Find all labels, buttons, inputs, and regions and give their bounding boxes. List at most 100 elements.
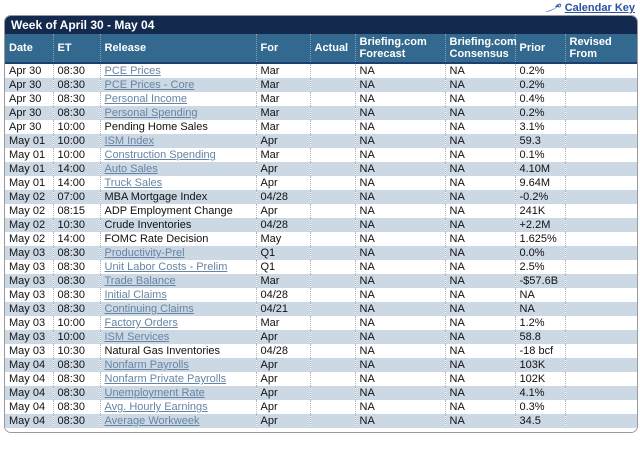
release-link[interactable]: PCE Prices - Core: [104, 79, 195, 91]
cell-date: May 01: [9, 163, 46, 175]
cell-prior: -$57.6B: [514, 274, 565, 288]
cell-prior: 34.5: [514, 414, 565, 428]
cell-consensus: NA: [444, 246, 515, 260]
cell-actual: [309, 92, 355, 106]
cell-release: FOMC Rate Decision: [99, 232, 256, 246]
cell-for: 04/21: [255, 302, 310, 316]
cell-actual: [309, 106, 355, 120]
release-link[interactable]: Initial Claims: [104, 289, 167, 301]
cell-et: 14:00: [52, 176, 100, 190]
cell-et: 10:00: [52, 120, 100, 134]
cell-forecast: NA: [354, 190, 445, 204]
release-link[interactable]: Nonfarm Private Payrolls: [104, 373, 227, 385]
cell-for: Mar: [255, 63, 310, 78]
cell-date: May 03: [9, 247, 46, 259]
cell-release: PCE Prices: [99, 63, 256, 78]
release-link[interactable]: Trade Balance: [104, 275, 176, 287]
cell-release: Truck Sales: [99, 176, 256, 190]
release-link[interactable]: Continuing Claims: [104, 303, 194, 315]
table-row: May 04 08:30 Average Workweek Apr NA NA 34.5: [5, 414, 637, 428]
cell-for: 04/28: [255, 190, 310, 204]
release-link[interactable]: ISM Index: [104, 135, 155, 147]
cell-prior: 0.2%: [514, 106, 565, 120]
cell-actual: [309, 176, 355, 190]
cell-forecast: NA: [354, 63, 445, 78]
cell-date: May 03: [9, 303, 46, 315]
cell-actual: [309, 246, 355, 260]
cell-revised: [564, 232, 637, 246]
cell-release: Productivity-Prel: [99, 246, 256, 260]
calendar-key-link[interactable]: Calendar Key: [544, 2, 635, 14]
table-row: May 04 08:30 Nonfarm Private Payrolls Apr NA…: [5, 372, 637, 386]
cell-date: May 04: [9, 401, 46, 413]
cell-for: Apr: [255, 414, 310, 428]
cell-prior: 0.3%: [514, 400, 565, 414]
release-link[interactable]: Auto Sales: [104, 163, 158, 175]
cell-et: 10:00: [52, 316, 100, 330]
cell-consensus: NA: [444, 232, 515, 246]
release-link[interactable]: ISM Services: [104, 331, 170, 343]
cell-for: Mar: [255, 78, 310, 92]
cell-consensus: NA: [444, 302, 515, 316]
cell-actual: [309, 78, 355, 92]
release-link[interactable]: Nonfarm Payrolls: [104, 359, 189, 371]
release-link[interactable]: Productivity-Prel: [104, 247, 185, 259]
cell-revised: [564, 120, 637, 134]
cell-release: Avg. Hourly Earnings: [99, 400, 256, 414]
release-link[interactable]: Truck Sales: [104, 177, 163, 189]
cell-consensus: NA: [444, 78, 515, 92]
cell-for: Q1: [255, 246, 310, 260]
cell-revised: [564, 302, 637, 316]
cell-forecast: NA: [354, 120, 445, 134]
table-row: Apr 30 08:30 PCE Prices - Core Mar NA NA 0.2%: [5, 78, 637, 92]
cell-actual: [309, 148, 355, 162]
cell-consensus: NA: [444, 372, 515, 386]
cell-actual: [309, 400, 355, 414]
cell-prior: NA: [514, 288, 565, 302]
column-header-for: For: [255, 34, 310, 64]
table-row: Apr 30 08:30 Personal Spending Mar NA NA 0.2%: [5, 106, 637, 120]
cell-actual: [309, 302, 355, 316]
release-link[interactable]: Unit Labor Costs - Prelim: [104, 261, 228, 273]
release-link[interactable]: Avg. Hourly Earnings: [104, 401, 208, 413]
cell-consensus: NA: [444, 63, 515, 78]
cell-forecast: NA: [354, 218, 445, 232]
cell-date: May 01: [9, 135, 46, 147]
release-link[interactable]: Personal Income: [104, 93, 188, 105]
cell-revised: [564, 204, 637, 218]
cell-forecast: NA: [354, 414, 445, 428]
cell-et: 10:00: [52, 330, 100, 344]
table-row: Apr 30 08:30 Personal Income Mar NA NA 0.4%: [5, 92, 637, 106]
cell-consensus: NA: [444, 162, 515, 176]
cell-date: May 02: [9, 191, 46, 203]
cell-for: Apr: [255, 204, 310, 218]
release-link[interactable]: Construction Spending: [104, 149, 216, 161]
cell-consensus: NA: [444, 414, 515, 428]
week-title: Week of April 30 - May 04: [5, 16, 637, 34]
cell-for: May: [255, 232, 310, 246]
column-header-release: Release: [99, 34, 256, 64]
cell-date: May 02: [9, 233, 46, 245]
cell-actual: [309, 218, 355, 232]
cell-date: Apr 30: [9, 65, 42, 77]
release-link[interactable]: Personal Spending: [104, 107, 198, 119]
cell-date: Apr 30: [9, 121, 42, 133]
release-link[interactable]: Unemployment Rate: [104, 387, 205, 399]
cell-prior: 0.2%: [514, 78, 565, 92]
cell-release: ADP Employment Change: [99, 204, 256, 218]
cell-date: May 04: [9, 415, 46, 427]
column-header-consensus: Briefing.com Consensus: [444, 34, 517, 64]
table-body: Apr 30 08:30 PCE Prices Mar NA NA 0.2% Apr 30 08…: [5, 63, 637, 428]
release-link[interactable]: PCE Prices: [104, 65, 161, 77]
cell-for: Apr: [255, 162, 310, 176]
cell-forecast: NA: [354, 134, 445, 148]
cell-actual: [309, 316, 355, 330]
cell-for: Apr: [255, 372, 310, 386]
cell-release: Crude Inventories: [99, 218, 256, 232]
cell-date: May 03: [9, 261, 46, 273]
release-link[interactable]: Factory Orders: [104, 317, 178, 329]
cell-et: 08:15: [52, 204, 100, 218]
table-row: May 01 14:00 Truck Sales Apr NA NA 9.64M: [5, 176, 637, 190]
release-link[interactable]: Average Workweek: [104, 415, 200, 427]
cell-forecast: NA: [354, 344, 445, 358]
